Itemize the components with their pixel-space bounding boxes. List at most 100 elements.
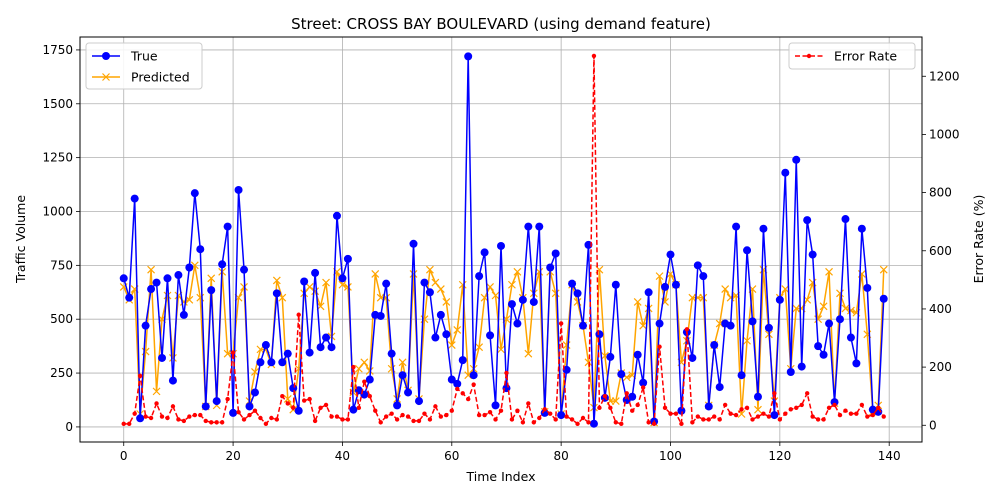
legend-right: Error Rate	[788, 42, 916, 70]
error-rate-point	[280, 393, 285, 399]
true-point	[825, 319, 834, 328]
legend-label: True	[130, 49, 158, 64]
predicted-point	[841, 304, 850, 313]
error-rate-point	[329, 414, 334, 419]
error-rate-point	[351, 364, 356, 370]
error-rate-point	[673, 411, 679, 416]
true-point	[863, 283, 872, 292]
true-point	[382, 279, 391, 288]
true-point	[704, 402, 713, 411]
true-point	[857, 224, 866, 233]
true-point	[305, 348, 314, 357]
x-tick-label: 0	[120, 449, 128, 463]
predicted-point	[425, 265, 434, 274]
error-rate-point	[422, 411, 427, 416]
error-rate-point	[717, 417, 722, 422]
true-point	[147, 285, 156, 294]
error-rate-point	[269, 415, 274, 421]
true-point	[431, 333, 440, 342]
true-point	[458, 356, 467, 365]
y-tick-label: 750	[50, 258, 73, 272]
true-point	[119, 274, 128, 283]
predicted-point	[163, 291, 172, 300]
true-point	[168, 376, 177, 385]
true-point	[311, 268, 320, 277]
legend-marker	[102, 73, 110, 81]
y2-tick-label: 400	[929, 302, 952, 316]
error-rate-point	[553, 417, 558, 422]
true-point	[272, 289, 281, 298]
error-rate-point	[345, 417, 351, 422]
error-rate-point	[405, 414, 411, 419]
error-rate-point	[777, 417, 783, 422]
error-rate-point	[876, 405, 881, 411]
true-point	[551, 249, 560, 258]
true-point	[234, 185, 243, 194]
error-rate-point	[296, 312, 301, 317]
legend-right-box	[788, 42, 916, 70]
true-point	[447, 375, 456, 384]
predicted-point	[431, 278, 440, 287]
true-point	[611, 280, 620, 289]
y2-tick-label: 600	[929, 244, 952, 258]
true-point	[797, 362, 806, 371]
error-rate-point	[558, 321, 564, 326]
true-point	[546, 263, 555, 272]
error-rate-point	[821, 417, 826, 422]
true-point	[327, 343, 336, 352]
true-point	[677, 406, 686, 415]
true-point	[289, 384, 298, 393]
true-point	[261, 341, 270, 350]
predicted-point	[442, 298, 451, 306]
predicted-point	[169, 354, 177, 362]
y2-axis-label: Error Rate (%)	[971, 195, 986, 284]
error-rate-point	[706, 417, 711, 422]
error-rate-point	[870, 412, 875, 418]
predicted-point	[311, 287, 320, 296]
y-axis-left: 0 250 500 750 1000 1250 1500 1750	[42, 43, 80, 434]
predicted-point	[447, 341, 456, 349]
predicted-point	[147, 265, 156, 274]
error-rate-point	[564, 414, 569, 419]
error-rate-point	[597, 405, 602, 411]
y-tick-label: 500	[50, 312, 73, 326]
predicted-point	[508, 280, 516, 289]
true-point	[792, 155, 801, 164]
y-tick-label: 1250	[42, 151, 73, 165]
error-rate-point	[537, 415, 542, 421]
true-point	[803, 216, 812, 225]
error-rate-point	[520, 420, 526, 425]
legend-marker	[102, 52, 110, 60]
predicted-point	[551, 289, 560, 298]
true-point	[174, 271, 183, 280]
true-point	[179, 310, 188, 319]
x-axis: 0 20 40 60 80 100 120 140	[120, 442, 901, 463]
true-point	[196, 245, 205, 254]
y2-tick-label: 0	[929, 418, 937, 432]
error-rate-point	[252, 408, 258, 413]
error-rate-point	[662, 405, 668, 411]
true-point	[693, 261, 702, 270]
error-rate-point	[444, 412, 449, 418]
true-point	[633, 350, 642, 359]
true-point	[879, 294, 888, 303]
predicted-point	[322, 278, 330, 287]
error-rate-point	[159, 414, 165, 419]
true-point	[393, 401, 402, 410]
true-point	[201, 402, 210, 411]
predicted-point	[836, 289, 844, 298]
error-rate-point	[312, 418, 318, 424]
error-rate-point	[170, 404, 176, 409]
error-rate-point	[460, 391, 465, 396]
error-rate-point	[383, 414, 389, 419]
true-point	[699, 272, 708, 281]
true-point	[732, 222, 741, 231]
true-point	[453, 379, 462, 388]
true-point	[507, 300, 516, 309]
error-rate-point	[515, 408, 520, 413]
error-rate-point	[772, 391, 777, 396]
predicted-point	[655, 272, 664, 281]
error-rate-point	[323, 402, 329, 408]
error-rate-point	[219, 420, 225, 425]
error-rate-point	[668, 411, 673, 416]
